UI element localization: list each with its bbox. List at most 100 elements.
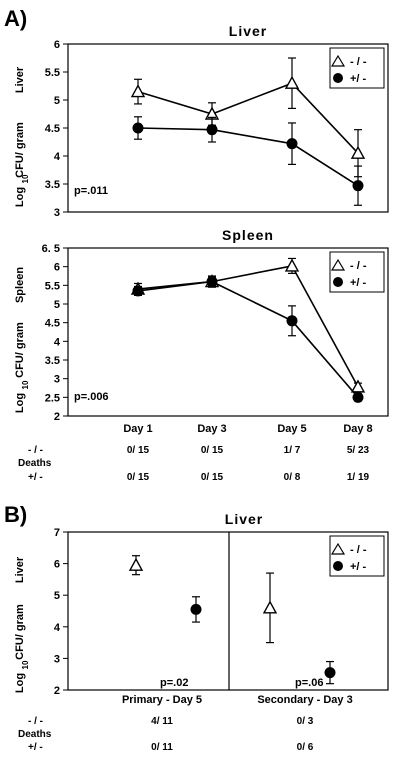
- spleen-chart-title: Spleen: [222, 227, 274, 243]
- spleen-pvalue: p=.006: [74, 391, 109, 403]
- b-liver-data-marks: [128, 555, 336, 685]
- spleen-point-circle: [286, 315, 298, 327]
- svg-text:CFU/ gram: CFU/ gram: [14, 604, 26, 660]
- legend-circle-icon: [333, 277, 343, 287]
- a-deaths-cell: 0/ 15: [201, 472, 224, 483]
- legend-circle-icon: [333, 73, 343, 83]
- b-liver-y-tick-label: 6: [54, 559, 60, 571]
- svg-text:10: 10: [21, 174, 30, 183]
- spleen-point-circle: [132, 285, 144, 297]
- spleen-y-axis-title: Spleen CFU/ gram Log 10: [14, 267, 30, 413]
- b-liver-legend: - / - +/ -: [329, 535, 385, 577]
- a-x-label: Day 5: [277, 423, 306, 435]
- a-x-axis-labels: Day 1 Day 3 Day 5 Day 8: [123, 423, 372, 435]
- spleen-y-tick-label: 4.5: [45, 318, 60, 330]
- b-deaths-cell: 0/ 3: [297, 716, 314, 727]
- liver-y-tick-label: 5: [54, 95, 60, 107]
- liver-legend: - / - +/ -: [329, 47, 385, 89]
- spleen-legend: - / - +/ -: [329, 251, 385, 293]
- spleen-y-tick-label: 3.5: [45, 355, 60, 367]
- liver-pvalue: p=.011: [74, 185, 108, 197]
- b-deaths-cell: 0/ 11: [151, 742, 173, 753]
- b-deaths-genotype: +/ -: [28, 742, 43, 753]
- svg-text:CFU/ gram: CFU/ gram: [14, 322, 26, 378]
- legend-label-het: +/ -: [350, 561, 367, 573]
- liver-y-axis-title: Liver CFU/ gram Log 10: [14, 66, 30, 207]
- liver-y-tick-label: 5.5: [45, 67, 60, 79]
- b-deaths-cell: 4/ 11: [151, 716, 173, 727]
- spleen-y-ticks: 2 2.5 3 3.5 4 4.5 5 5.5 6 6. 5: [42, 243, 68, 423]
- legend-triangle-icon: [330, 258, 346, 271]
- a-deaths-table: Deaths - / - 0/ 15 0/ 15 1/ 7 5/ 23 +/ - 0/ 15 0…: [18, 445, 370, 483]
- legend-triangle-icon: [330, 542, 346, 555]
- a-deaths-cell: 0/ 15: [201, 445, 224, 456]
- spleen-y-tick-label: 5.5: [45, 280, 60, 292]
- svg-text:Log: Log: [14, 393, 26, 413]
- legend-label-het: +/ -: [350, 73, 367, 85]
- b-liver-y-tick-label: 3: [54, 653, 60, 665]
- b-liver-y-tick-label: 5: [54, 590, 60, 602]
- b-primary-pvalue: p=.02: [160, 677, 188, 689]
- spleen-y-tick-label: 2: [54, 411, 60, 423]
- liver-point-triangle: [130, 84, 146, 98]
- b-liver-plot-frame: [67, 531, 389, 691]
- legend-label-het: +/ -: [350, 277, 367, 289]
- a-deaths-heading: Deaths: [18, 458, 52, 469]
- svg-text:Liver: Liver: [14, 66, 26, 93]
- liver-chart-title: Liver: [229, 23, 267, 39]
- liver-y-tick-label: 3: [54, 207, 60, 219]
- b-secondary-pvalue: p=.06: [295, 677, 323, 689]
- a-deaths-genotype: - / -: [28, 445, 43, 456]
- b-liver-y-tick-label: 4: [54, 622, 61, 634]
- b-x-axis-labels: Primary - Day 5 Secondary - Day 3: [122, 694, 353, 706]
- b-liver-y-ticks: 2 3 4 5 6 7: [54, 527, 68, 697]
- spleen-y-tick-label: 6. 5: [42, 243, 60, 255]
- svg-text:Log: Log: [14, 187, 26, 207]
- b-deaths-genotype: - / -: [28, 716, 43, 727]
- a-x-label: Day 1: [123, 423, 152, 435]
- legend-triangle-icon: [330, 54, 346, 67]
- liver-y-ticks: 3 3.5 4 4.5 5 5.5 6: [45, 39, 68, 219]
- svg-text:10: 10: [21, 380, 30, 389]
- liver-point-triangle: [350, 145, 366, 159]
- spleen-point-triangle: [284, 258, 300, 272]
- a-deaths-cell: 0/ 15: [127, 472, 150, 483]
- svg-text:Spleen: Spleen: [14, 267, 26, 303]
- b-x-group-label: Primary - Day 5: [122, 694, 202, 706]
- b-deaths-cell: 0/ 6: [297, 742, 314, 753]
- liver-y-tick-label: 6: [54, 39, 60, 51]
- panel-a-label: A): [4, 6, 27, 31]
- a-deaths-cell: 0/ 8: [284, 472, 301, 483]
- liver-data-marks: [130, 57, 366, 206]
- liver-point-circle: [206, 124, 218, 136]
- spleen-data-marks: [130, 257, 366, 403]
- spleen-point-circle: [352, 391, 364, 403]
- panel-b-label: B): [4, 502, 27, 527]
- a-deaths-genotype: +/ -: [28, 472, 43, 483]
- b-liver-point-triangle: [128, 557, 144, 571]
- liver-series-line: [137, 82, 359, 154]
- spleen-y-tick-label: 2.5: [45, 392, 60, 404]
- a-x-label: Day 3: [197, 423, 226, 435]
- liver-series-line: [137, 127, 359, 187]
- spleen-series-line: [137, 280, 359, 398]
- liver-point-circle: [352, 180, 364, 192]
- svg-text:Log: Log: [14, 673, 26, 693]
- liver-y-tick-label: 4.5: [45, 123, 60, 135]
- spleen-plot-frame: [67, 247, 389, 417]
- liver-point-circle: [132, 122, 144, 134]
- svg-text:Liver: Liver: [14, 556, 26, 583]
- liver-point-triangle: [284, 75, 300, 89]
- spleen-y-tick-label: 4: [54, 336, 61, 348]
- a-deaths-cell: 1/ 19: [347, 472, 370, 483]
- legend-circle-icon: [333, 561, 343, 571]
- b-liver-y-tick-label: 7: [54, 527, 60, 539]
- b-legend-box: [329, 535, 385, 577]
- legend-label-ko: - / -: [350, 260, 367, 272]
- a-deaths-cell: 1/ 7: [284, 445, 301, 456]
- b-liver-point-triangle: [262, 600, 278, 614]
- b-x-group-label: Secondary - Day 3: [257, 694, 352, 706]
- b-liver-point-circle: [190, 603, 202, 615]
- spleen-point-circle: [206, 276, 218, 288]
- svg-text:CFU/ gram: CFU/ gram: [14, 122, 26, 178]
